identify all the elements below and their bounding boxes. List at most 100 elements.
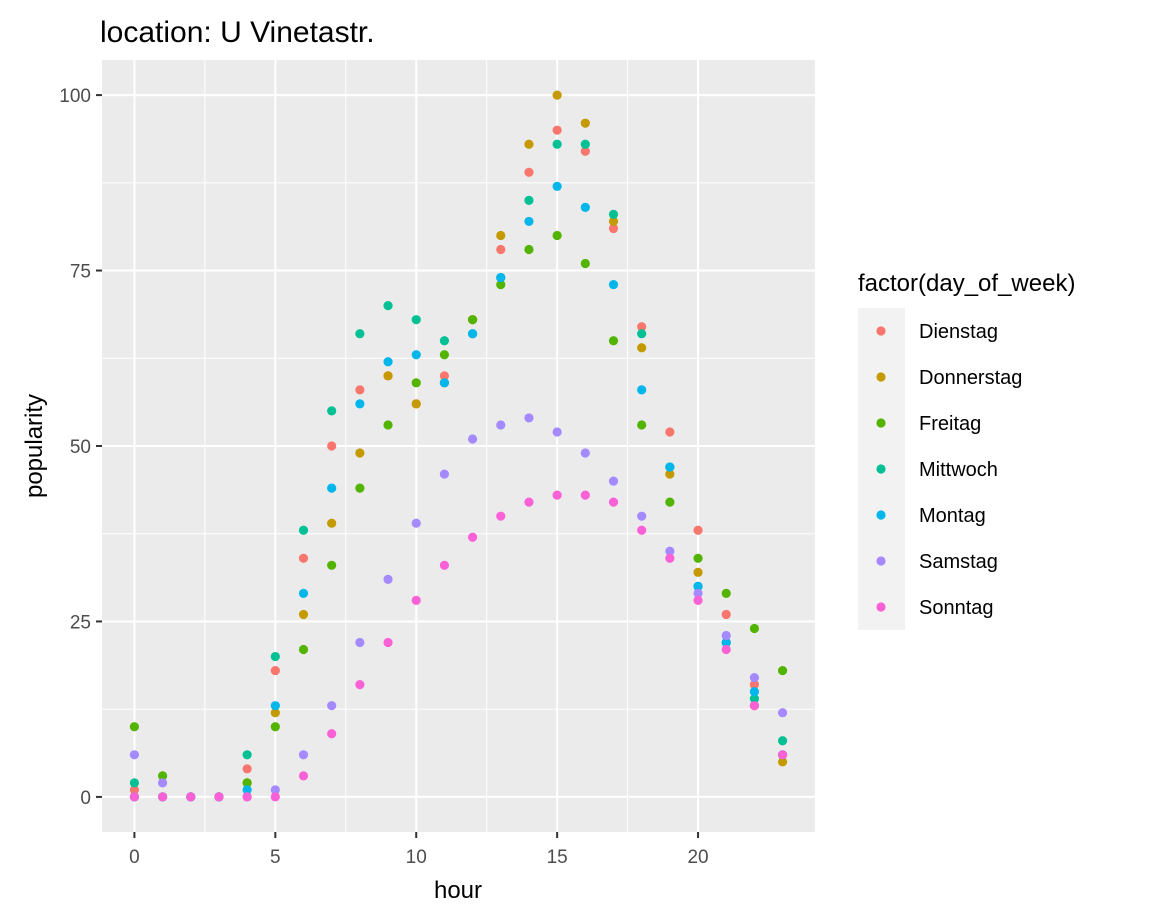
data-point bbox=[552, 181, 562, 191]
data-point bbox=[496, 511, 506, 521]
data-point bbox=[637, 525, 647, 535]
data-point bbox=[214, 792, 224, 802]
data-point bbox=[383, 371, 393, 381]
data-point bbox=[270, 665, 280, 676]
data-point bbox=[665, 497, 675, 507]
data-point bbox=[496, 230, 506, 241]
x-tick-label: 10 bbox=[406, 847, 427, 868]
data-point bbox=[552, 427, 562, 437]
data-point bbox=[242, 778, 252, 788]
legend-item: Samstag bbox=[876, 551, 998, 573]
data-point bbox=[298, 553, 309, 563]
data-point bbox=[270, 722, 280, 732]
data-point bbox=[270, 701, 280, 711]
data-point bbox=[157, 792, 168, 802]
data-point bbox=[552, 230, 562, 241]
data-point bbox=[383, 357, 393, 367]
legend-item: Montag bbox=[876, 505, 986, 527]
legend-key bbox=[876, 372, 886, 382]
x-axis: 0 5 10 15 20 bbox=[129, 832, 709, 868]
y-axis-title: popularity bbox=[21, 394, 48, 498]
data-point bbox=[129, 785, 140, 795]
data-point bbox=[721, 637, 731, 648]
data-point bbox=[242, 785, 252, 795]
data-point bbox=[637, 322, 647, 332]
data-point bbox=[580, 448, 590, 458]
data-point bbox=[327, 701, 337, 711]
data-point bbox=[467, 434, 478, 444]
data-point bbox=[411, 399, 421, 409]
x-tick-label: 0 bbox=[129, 847, 140, 868]
data-point bbox=[383, 301, 393, 311]
legend-item: Sonntag bbox=[876, 597, 994, 619]
x-tick-label: 5 bbox=[270, 847, 281, 868]
data-point bbox=[637, 385, 647, 395]
legend-item: Donnerstag bbox=[876, 367, 1022, 389]
data-point bbox=[665, 462, 675, 472]
legend-label: Dienstag bbox=[919, 321, 998, 343]
data-point bbox=[355, 483, 365, 493]
data-point bbox=[693, 595, 703, 606]
data-point bbox=[298, 644, 309, 655]
data-point bbox=[157, 778, 168, 788]
data-point bbox=[524, 195, 534, 205]
data-point bbox=[327, 518, 337, 528]
data-point bbox=[355, 680, 365, 690]
data-point bbox=[608, 223, 619, 234]
data-point bbox=[552, 125, 562, 135]
data-point bbox=[749, 694, 760, 704]
legend-item: Freitag bbox=[876, 413, 981, 435]
data-point bbox=[637, 511, 647, 521]
data-point bbox=[129, 778, 140, 788]
data-point bbox=[608, 209, 619, 219]
data-point bbox=[693, 525, 703, 535]
data-point bbox=[721, 588, 731, 598]
data-point bbox=[355, 448, 365, 458]
data-point bbox=[580, 146, 590, 156]
data-point bbox=[693, 581, 703, 591]
data-points bbox=[129, 90, 788, 802]
y-tick-label: 50 bbox=[70, 437, 91, 458]
data-point bbox=[608, 497, 619, 507]
data-point bbox=[524, 139, 534, 149]
data-point bbox=[637, 420, 647, 430]
data-point bbox=[411, 518, 421, 528]
data-point bbox=[270, 792, 280, 802]
data-point bbox=[749, 701, 760, 711]
data-point bbox=[777, 708, 788, 718]
data-point bbox=[467, 315, 478, 325]
legend-label: Montag bbox=[919, 505, 986, 527]
data-point bbox=[129, 722, 140, 732]
data-point bbox=[467, 329, 478, 339]
y-tick-label: 75 bbox=[70, 262, 91, 283]
data-point bbox=[439, 378, 450, 388]
data-point bbox=[693, 567, 703, 577]
data-point bbox=[777, 736, 788, 746]
y-tick-label: 0 bbox=[80, 788, 91, 809]
data-point bbox=[186, 792, 196, 802]
x-tick-label: 20 bbox=[687, 847, 708, 868]
legend-label: Samstag bbox=[919, 551, 998, 573]
data-point bbox=[439, 469, 450, 479]
data-point bbox=[580, 139, 590, 149]
data-point bbox=[749, 687, 760, 697]
data-point bbox=[721, 609, 731, 620]
data-point bbox=[270, 785, 280, 795]
data-point bbox=[777, 757, 788, 767]
data-point bbox=[580, 202, 590, 212]
data-point bbox=[327, 483, 337, 493]
data-point bbox=[608, 476, 619, 486]
data-point bbox=[496, 244, 506, 255]
data-point bbox=[721, 630, 731, 641]
data-point bbox=[157, 771, 168, 781]
data-point bbox=[665, 427, 675, 437]
data-point bbox=[721, 644, 731, 655]
data-point bbox=[327, 441, 337, 451]
legend-title: factor(day_of_week) bbox=[858, 270, 1075, 297]
data-point bbox=[355, 637, 365, 648]
legend-item: Dienstag bbox=[876, 321, 998, 343]
data-point bbox=[637, 329, 647, 339]
data-point bbox=[665, 546, 675, 556]
data-point bbox=[524, 167, 534, 177]
data-point bbox=[298, 525, 309, 535]
